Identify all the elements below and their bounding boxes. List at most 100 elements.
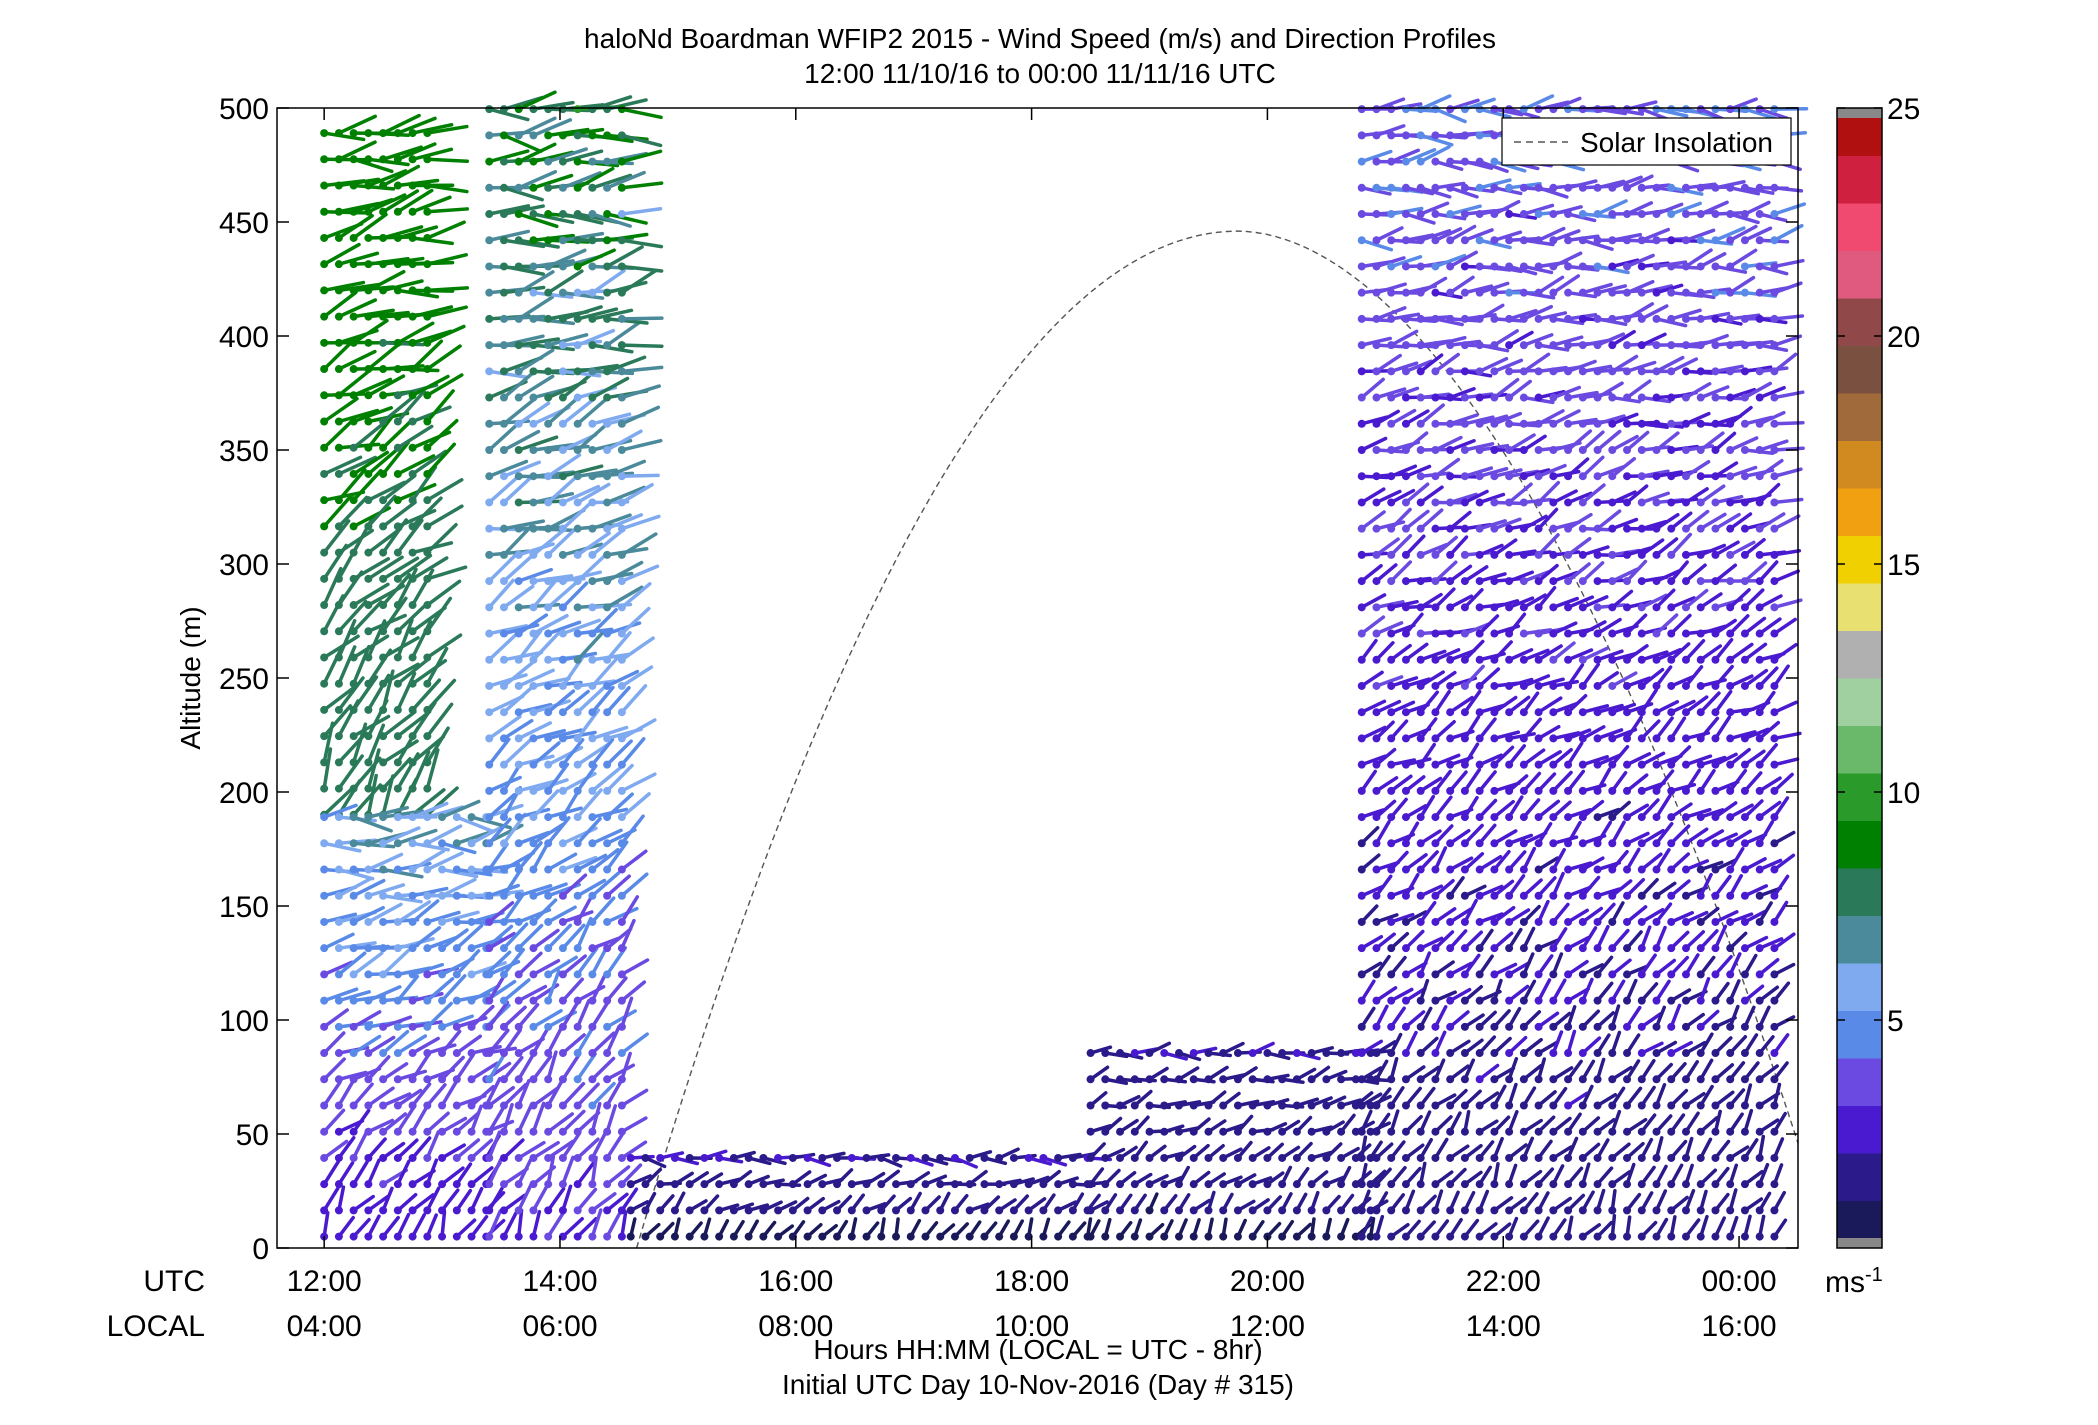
wind-barb-dot: [788, 1180, 797, 1189]
wind-barb-dot: [364, 417, 373, 426]
wind-barb-dot: [334, 155, 343, 164]
wind-barb-dot: [1068, 1153, 1077, 1162]
wind-barb-dot: [364, 365, 373, 374]
wind-barb-dot: [617, 1049, 626, 1058]
wind-barb-dot: [1475, 865, 1484, 874]
wind-barb-dot: [1475, 419, 1484, 428]
wind-barb-shaft: [605, 232, 649, 242]
wind-barb: [379, 500, 417, 531]
wind-barb: [670, 1153, 700, 1166]
wind-barb-dot: [499, 183, 508, 192]
wind-barb: [617, 314, 664, 323]
wind-barb: [349, 1082, 374, 1110]
wind-barb-shaft: [337, 941, 377, 950]
wind-barb-shaft: [487, 549, 530, 557]
wind-barb-dot: [529, 157, 538, 166]
wind-barb: [617, 206, 663, 219]
wind-barb-dot: [1387, 865, 1396, 874]
wind-barb: [485, 737, 511, 769]
wind-barb-dot: [1401, 105, 1410, 114]
wind-barb-shaft: [590, 173, 633, 190]
wind-barb: [393, 225, 439, 242]
wind-barb-shaft: [381, 1092, 412, 1108]
wind-barb: [1431, 769, 1452, 795]
wind-barb-shaft: [620, 133, 663, 148]
wind-barb: [499, 686, 533, 717]
wind-barb: [1416, 1086, 1436, 1110]
wind-barb-shaft: [396, 671, 417, 712]
wind-barb: [1460, 1109, 1471, 1136]
wind-barb: [320, 129, 366, 142]
wind-barb-dot: [1372, 472, 1381, 481]
wind-barb: [774, 1224, 795, 1241]
wind-barb: [588, 528, 625, 559]
wind-barb: [1372, 820, 1391, 848]
wind-barb: [499, 262, 545, 276]
wind-barb: [803, 1173, 828, 1189]
wind-barb-dot: [670, 1153, 679, 1162]
wind-barb-dot: [1446, 760, 1455, 769]
wind-barb-shaft: [620, 958, 650, 977]
wind-barb-dot: [1505, 734, 1514, 743]
wind-barb-dot: [617, 210, 626, 219]
wind-barb-dot: [320, 917, 329, 926]
wind-barb: [1204, 1065, 1229, 1084]
wind-barb: [1372, 913, 1399, 926]
wind-barb-dot: [603, 1206, 612, 1215]
wind-barb-shaft: [1359, 487, 1386, 505]
wind-barb-shaft: [590, 1001, 610, 1029]
wind-barb-dot: [320, 653, 329, 662]
wind-barb-dot: [393, 1101, 402, 1110]
wind-barb: [1460, 1218, 1480, 1241]
wind-barb-dot: [1416, 498, 1425, 507]
wind-barb: [603, 320, 642, 350]
wind-barb-shaft: [620, 343, 664, 349]
wind-barb: [803, 1196, 825, 1215]
wind-barb-dot: [729, 1180, 738, 1189]
wind-barb-dot: [685, 1206, 694, 1215]
wind-barb-dot: [558, 708, 567, 717]
wind-barb-dot: [847, 1206, 856, 1215]
wind-barb-shaft: [381, 662, 420, 686]
wind-barb-dot: [349, 1127, 358, 1136]
wind-barb-dot: [1460, 1075, 1469, 1084]
wind-barb-dot: [1460, 288, 1469, 297]
wind-barb-dot: [1505, 760, 1514, 769]
wind-barb-dot: [1145, 1101, 1154, 1110]
wind-barb: [603, 631, 632, 664]
wind-barb: [408, 449, 448, 478]
wind-barb-dot: [1505, 1180, 1514, 1189]
wind-barb-shaft: [381, 1015, 413, 1029]
wind-barb: [320, 747, 333, 793]
wind-barb-dot: [1160, 1075, 1169, 1084]
wind-barb-dot: [1446, 393, 1455, 402]
wind-barb-dot: [617, 1232, 626, 1241]
wind-barb-shaft: [425, 1130, 441, 1160]
wind-barb-shaft: [561, 923, 586, 950]
wind-barb: [906, 1191, 922, 1215]
wind-barb-shaft: [351, 878, 386, 898]
wind-barb: [573, 1024, 596, 1058]
wind-barb-shaft: [575, 166, 615, 190]
wind-barb-dot: [1460, 446, 1469, 454]
wind-barb: [467, 1138, 494, 1162]
wind-barb: [514, 295, 555, 323]
wind-barb-dot: [558, 996, 567, 1005]
wind-barb-dot: [1401, 341, 1410, 350]
wind-barb-dot: [379, 813, 388, 822]
wind-barb: [393, 1034, 428, 1058]
wind-barb-dot: [617, 760, 626, 769]
wind-barb-dot: [1372, 498, 1381, 507]
wind-barb-dot: [1219, 1206, 1228, 1215]
wind-barb-dot: [1372, 603, 1381, 612]
wind-barb: [349, 582, 390, 610]
wind-barb: [1446, 492, 1478, 507]
wind-barb: [1431, 907, 1457, 926]
wind-barb: [514, 542, 555, 559]
wind-barb-dot: [573, 760, 582, 769]
wind-barb-dot: [1431, 105, 1440, 114]
wind-barb-dot: [379, 207, 388, 216]
wind-barb-shaft: [322, 684, 358, 712]
wind-barb-dot: [558, 1232, 567, 1241]
wind-barb: [603, 232, 649, 245]
